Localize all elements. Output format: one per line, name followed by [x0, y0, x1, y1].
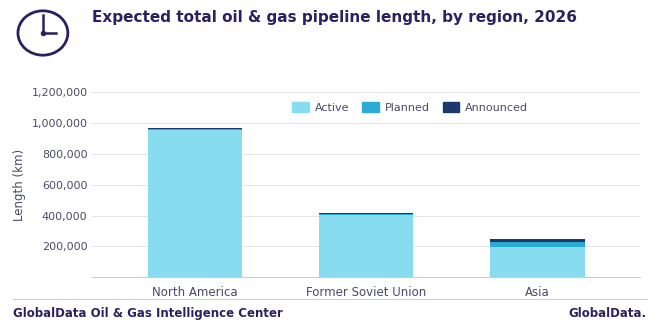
- Bar: [148, 130, 242, 277]
- Bar: [148, 129, 242, 130]
- Bar: [148, 128, 242, 129]
- Text: GlobalData Oil & Gas Intelligence Center: GlobalData Oil & Gas Intelligence Center: [13, 307, 283, 320]
- Bar: [319, 215, 413, 277]
- Bar: [490, 239, 585, 242]
- Text: Expected total oil & gas pipeline length, by region, 2026: Expected total oil & gas pipeline length…: [92, 10, 578, 25]
- Text: GlobalData.: GlobalData.: [569, 307, 647, 320]
- Legend: Active, Planned, Announced: Active, Planned, Announced: [288, 98, 533, 117]
- Bar: [319, 214, 413, 215]
- Bar: [490, 247, 585, 277]
- Bar: [490, 242, 585, 247]
- Y-axis label: Length (km): Length (km): [13, 149, 26, 221]
